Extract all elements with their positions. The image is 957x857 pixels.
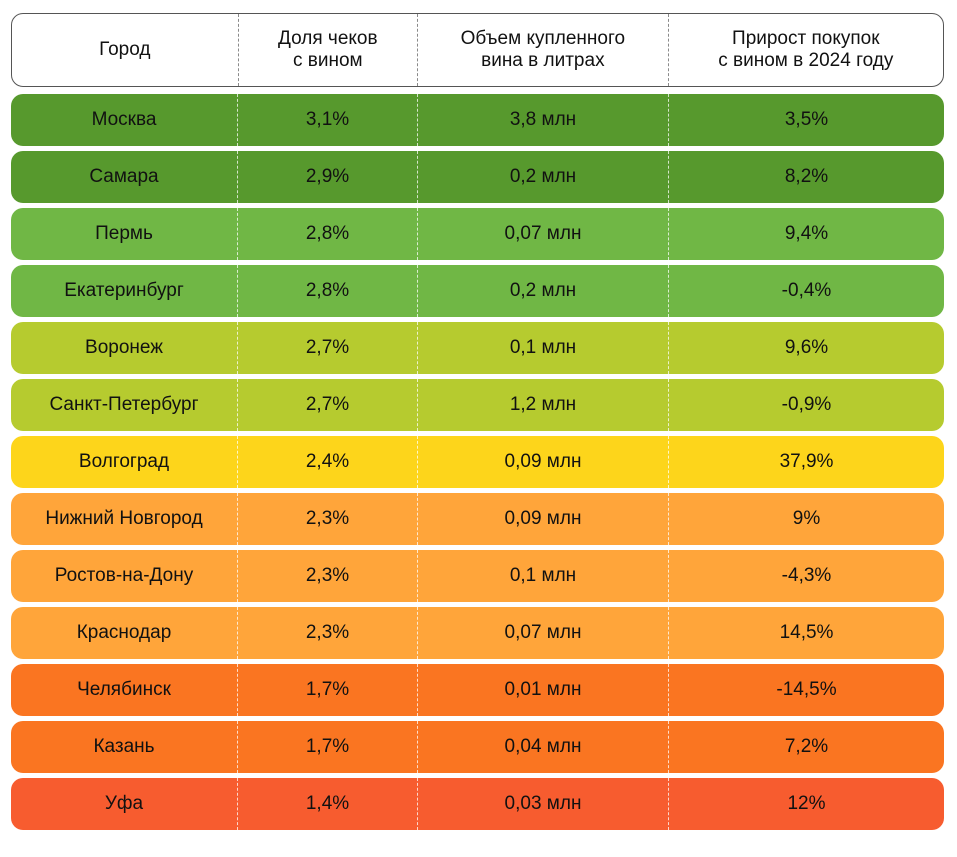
city-cell: Нижний Новгород [45, 508, 203, 529]
share-cell: 2,9% [237, 151, 417, 203]
table-body: Москва 3,1% 3,8 млн 3,5% Самара 2,9% 0,2… [11, 94, 944, 830]
growth-cell: 8,2% [668, 151, 944, 203]
share-cell: 2,8% [237, 265, 417, 317]
table-row: Волгоград 2,4% 0,09 млн 37,9% [11, 436, 944, 488]
share-cell: 1,4% [237, 778, 417, 830]
header-growth: Прирост покупок с вином в 2024 году [667, 14, 943, 86]
growth-cell: 14,5% [668, 607, 944, 659]
table-row: Краснодар 2,3% 0,07 млн 14,5% [11, 607, 944, 659]
volume-cell: 0,2 млн [417, 151, 668, 203]
growth-cell: 7,2% [668, 721, 944, 773]
growth-cell: -0,9% [668, 379, 944, 431]
header-volume: Объем купленного вина в литрах [417, 14, 667, 86]
volume-cell: 1,2 млн [417, 379, 668, 431]
volume-cell: 0,1 млн [417, 550, 668, 602]
volume-cell: 3,8 млн [417, 94, 668, 146]
city-cell: Ростов-на-Дону [54, 565, 194, 586]
growth-cell: 9,6% [668, 322, 944, 374]
city-cell: Москва [91, 109, 157, 130]
table-row: Самара 2,9% 0,2 млн 8,2% [11, 151, 944, 203]
volume-cell: 0,1 млн [417, 322, 668, 374]
volume-cell: 0,03 млн [417, 778, 668, 830]
volume-cell: 0,09 млн [417, 493, 668, 545]
table-row: Челябинск 1,7% 0,01 млн -14,5% [11, 664, 944, 716]
city-cell: Волгоград [78, 451, 170, 472]
table-header: Город Доля чеков с вином Объем купленного… [11, 13, 944, 87]
wine-by-city-table: Город Доля чеков с вином Объем купленного… [11, 13, 944, 830]
table-row: Санкт-Петербург 2,7% 1,2 млн -0,9% [11, 379, 944, 431]
volume-cell: 0,2 млн [417, 265, 668, 317]
growth-cell: 3,5% [668, 94, 944, 146]
header-city: Город [99, 39, 151, 60]
volume-cell: 0,04 млн [417, 721, 668, 773]
city-cell: Пермь [95, 223, 153, 244]
share-cell: 1,7% [237, 664, 417, 716]
volume-cell: 0,07 млн [417, 208, 668, 260]
growth-cell: -0,4% [668, 265, 944, 317]
city-cell: Воронеж [85, 337, 163, 358]
city-cell: Уфа [104, 793, 144, 814]
share-cell: 2,3% [237, 493, 417, 545]
growth-cell: 9,4% [668, 208, 944, 260]
table-row: Ростов-на-Дону 2,3% 0,1 млн -4,3% [11, 550, 944, 602]
city-cell: Санкт-Петербург [49, 394, 199, 415]
volume-cell: 0,09 млн [417, 436, 668, 488]
volume-cell: 0,07 млн [417, 607, 668, 659]
city-cell: Челябинск [77, 679, 171, 700]
table-row: Екатеринбург 2,8% 0,2 млн -0,4% [11, 265, 944, 317]
growth-cell: 12% [668, 778, 944, 830]
city-cell: Екатеринбург [64, 280, 184, 301]
table-row: Нижний Новгород 2,3% 0,09 млн 9% [11, 493, 944, 545]
share-cell: 2,4% [237, 436, 417, 488]
city-cell: Краснодар [76, 622, 172, 643]
growth-cell: 37,9% [668, 436, 944, 488]
city-cell: Самара [89, 166, 159, 187]
city-cell: Казань [93, 736, 155, 757]
share-cell: 2,3% [237, 550, 417, 602]
share-cell: 2,7% [237, 379, 417, 431]
share-cell: 1,7% [237, 721, 417, 773]
share-cell: 2,8% [237, 208, 417, 260]
share-cell: 2,3% [237, 607, 417, 659]
growth-cell: -4,3% [668, 550, 944, 602]
share-cell: 3,1% [237, 94, 417, 146]
growth-cell: -14,5% [668, 664, 944, 716]
table-row: Москва 3,1% 3,8 млн 3,5% [11, 94, 944, 146]
table-row: Уфа 1,4% 0,03 млн 12% [11, 778, 944, 830]
share-cell: 2,7% [237, 322, 417, 374]
volume-cell: 0,01 млн [417, 664, 668, 716]
growth-cell: 9% [668, 493, 944, 545]
table-row: Казань 1,7% 0,04 млн 7,2% [11, 721, 944, 773]
table-row: Пермь 2,8% 0,07 млн 9,4% [11, 208, 944, 260]
table-row: Воронеж 2,7% 0,1 млн 9,6% [11, 322, 944, 374]
header-share: Доля чеков с вином [237, 14, 418, 86]
